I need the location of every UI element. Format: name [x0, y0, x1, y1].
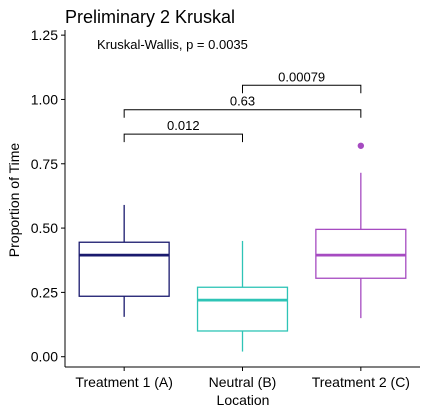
comparison-bracket	[123, 133, 243, 143]
iqr-box	[78, 241, 170, 297]
y-axis-title: Proportion of Time	[6, 143, 22, 258]
x-tick-label: Treatment 1 (A)	[75, 374, 173, 390]
x-tick-label: Treatment 2 (C)	[312, 374, 410, 390]
boxes	[78, 142, 407, 352]
comparison-p-value: 0.00079	[278, 69, 325, 84]
iqr-box	[196, 286, 289, 332]
chart-title: Preliminary 2 Kruskal	[65, 7, 235, 27]
outlier-point	[357, 142, 365, 149]
y-tick-label: 1.00	[31, 91, 58, 107]
y-tick-label: 0.75	[31, 156, 58, 172]
comparison-p-value: 0.63	[230, 94, 255, 109]
y-tick-label: 0.25	[31, 284, 58, 300]
comparison-bracket	[242, 84, 362, 94]
comparison-brackets: 0.012 0.63 0.00079	[123, 69, 362, 143]
test-annotation: Kruskal-Wallis, p = 0.0035	[97, 37, 248, 52]
y-ticks: 0.00 0.25 0.50 0.75 1.00 1.25	[31, 27, 65, 365]
x-ticks: Treatment 1 (A) Neutral (B) Treatment 2 (C…	[75, 367, 410, 390]
y-tick-label: 0.50	[31, 220, 58, 236]
comparison-bracket	[123, 109, 362, 118]
comparison-p-value: 0.012	[167, 118, 200, 133]
x-axis-title: Location	[217, 392, 270, 408]
x-tick-label: Neutral (B)	[209, 374, 277, 390]
y-tick-label: 1.25	[31, 27, 58, 43]
y-tick-label: 0.00	[31, 349, 58, 365]
